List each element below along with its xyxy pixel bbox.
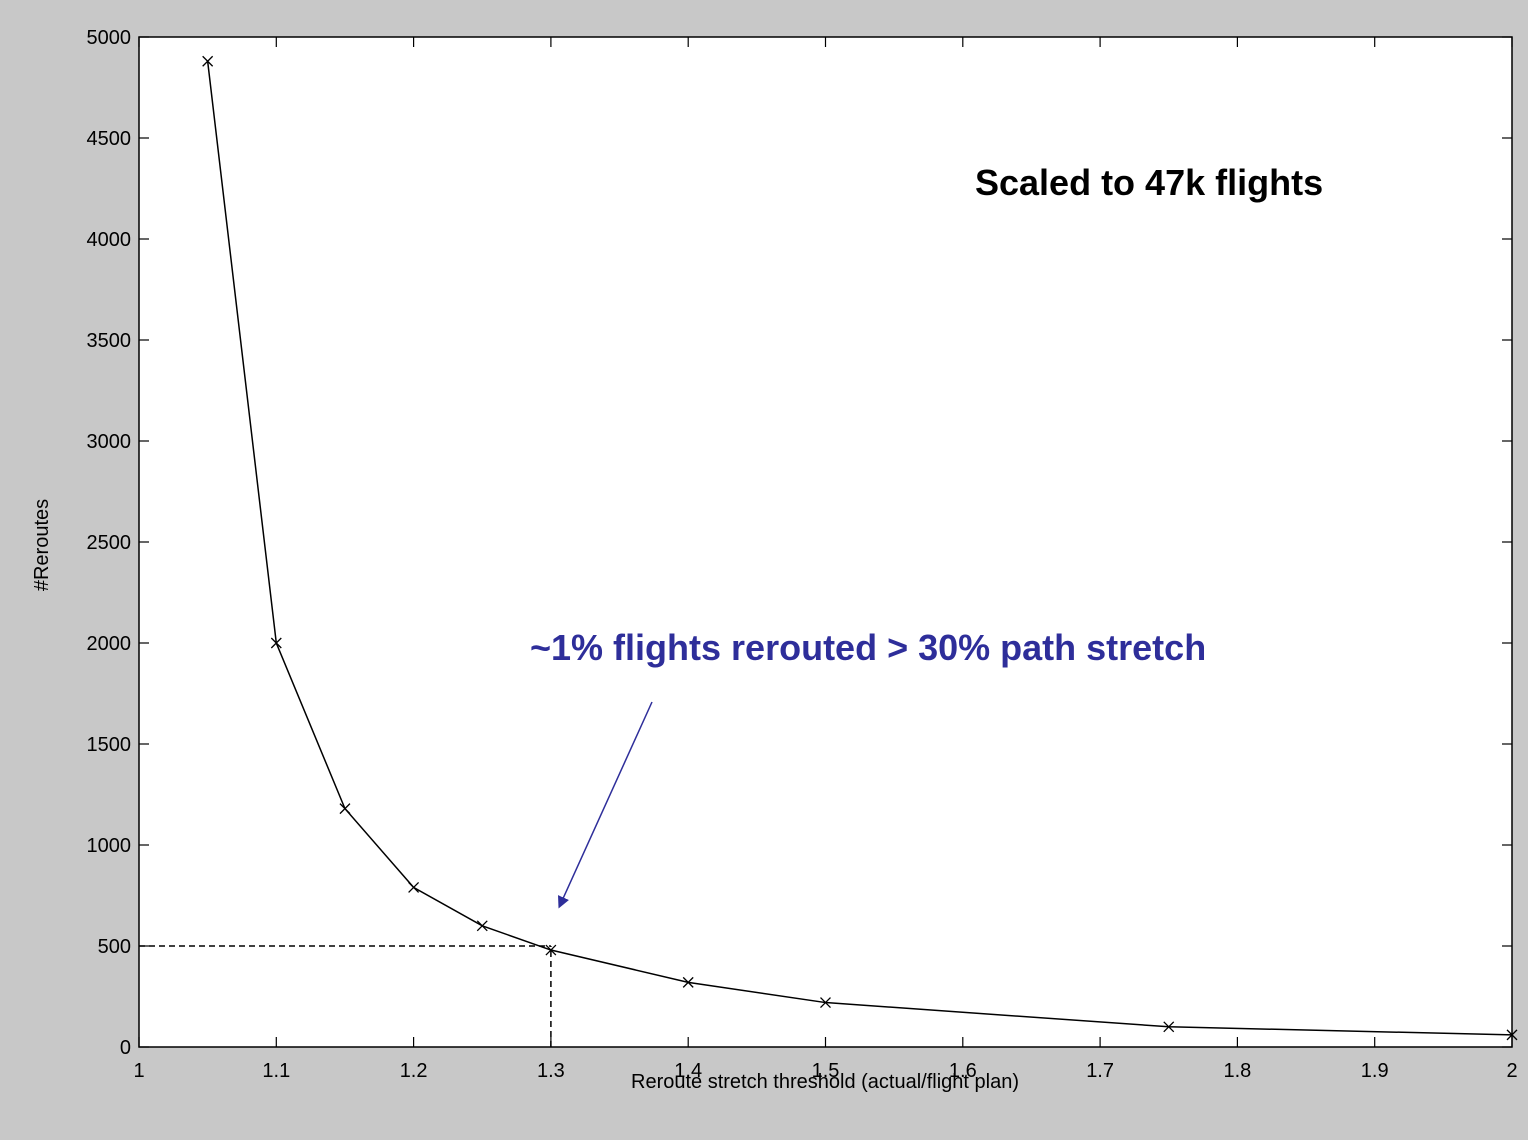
y-tick-label: 5000 bbox=[87, 27, 132, 49]
y-tick-label: 1500 bbox=[87, 734, 132, 756]
y-tick-label: 0 bbox=[120, 1037, 131, 1059]
y-tick-label: 2000 bbox=[87, 633, 132, 655]
data-point-marker bbox=[545, 944, 557, 956]
y-tick-label: 500 bbox=[98, 936, 131, 958]
x-tick-label: 1.6 bbox=[949, 1060, 977, 1082]
data-point-marker bbox=[408, 881, 420, 893]
data-point-marker bbox=[1163, 1021, 1175, 1033]
y-tick-label: 3500 bbox=[87, 330, 132, 352]
y-tick-label: 1000 bbox=[87, 835, 132, 857]
x-tick-label: 1.5 bbox=[812, 1060, 840, 1082]
y-tick-label: 3000 bbox=[87, 431, 132, 453]
x-tick-label: 2 bbox=[1506, 1060, 1517, 1082]
data-point-marker bbox=[476, 920, 488, 932]
reference-lines bbox=[139, 945, 552, 1047]
annotation-reroute: ~1% flights rerouted > 30% path stretch bbox=[530, 627, 1206, 668]
data-point-marker bbox=[1506, 1029, 1518, 1041]
x-tick-label: 1.4 bbox=[674, 1060, 702, 1082]
x-tick-label: 1.1 bbox=[262, 1060, 290, 1082]
x-tick-label: 1.7 bbox=[1086, 1060, 1114, 1082]
x-tick-label: 1.2 bbox=[400, 1060, 428, 1082]
ticks-layer: 1 1.1 1.2 1.3 1.4 1.5 1.6 1.7 1.8 1.9 2 0 500 1000 150… bbox=[87, 27, 1518, 1082]
data-point-marker bbox=[202, 55, 214, 67]
y-axis-label: #Reroutes bbox=[31, 499, 53, 591]
data-point-marker bbox=[682, 976, 694, 988]
annotation-scaled: Scaled to 47k flights bbox=[975, 162, 1323, 203]
series-layer bbox=[206, 61, 1513, 1036]
data-point-marker bbox=[270, 637, 282, 649]
x-tick-label: 1.9 bbox=[1361, 1060, 1389, 1082]
y-tick-label: 4000 bbox=[87, 229, 132, 251]
annotation-arrow bbox=[558, 701, 653, 909]
data-point-marker bbox=[820, 997, 831, 1009]
x-tick-label: 1.3 bbox=[537, 1060, 565, 1082]
plot-area bbox=[138, 36, 1513, 1048]
data-point-marker bbox=[339, 803, 351, 815]
x-tick-label: 1.8 bbox=[1223, 1060, 1251, 1082]
markers-layer bbox=[202, 55, 1518, 1041]
y-tick-label: 4500 bbox=[87, 128, 132, 150]
x-tick-label: 1 bbox=[133, 1060, 144, 1082]
y-tick-label: 2500 bbox=[87, 532, 132, 554]
x-axis-label: Reroute stretch threshold (actual/flight… bbox=[631, 1071, 1019, 1093]
series-line bbox=[206, 61, 1513, 1036]
